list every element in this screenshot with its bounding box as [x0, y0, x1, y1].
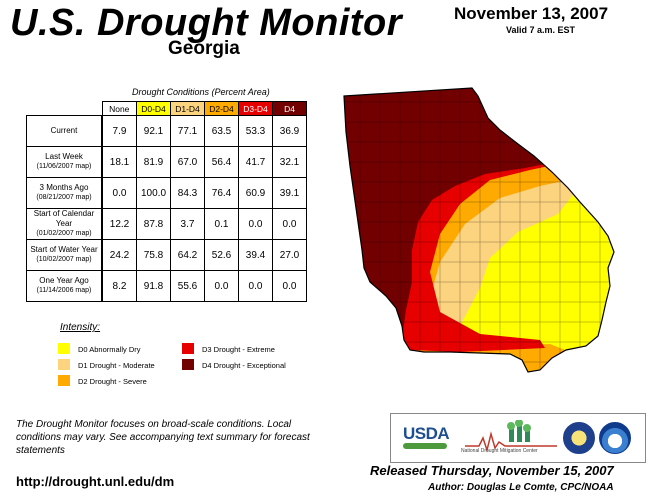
usda-logo-swoosh: [403, 443, 447, 449]
col-header-d2-d4: D2-D4: [204, 101, 239, 116]
table-cell: 75.8: [136, 239, 171, 271]
col-header-d3-d4: D3-D4: [238, 101, 273, 116]
table-cell: 36.9: [272, 115, 307, 147]
table-row: Current 7.9 92.1 77.1 63.5 53.3 36.9: [26, 115, 307, 147]
legend-label-d2: D2 Drought - Severe: [78, 377, 147, 386]
table-cell: 91.8: [136, 270, 171, 302]
table-cell: 0.0: [238, 208, 273, 240]
table-cell: 0.0: [238, 270, 273, 302]
table-cell: 7.9: [101, 115, 137, 147]
noaa-seal-icon: [599, 422, 631, 454]
table-row: 3 Months Ago (08/21/2007 map) 0.0 100.0 84.3…: [26, 177, 307, 209]
row-label-date: (01/02/2007 map): [36, 230, 92, 237]
legend-swatch-d0: [58, 343, 70, 354]
legend-swatch-d2: [58, 375, 70, 386]
drought-conditions-table: None D0-D4 D1-D4 D2-D4 D3-D4 D4 Current 7…: [26, 101, 307, 302]
legend-swatch-d4: [182, 359, 194, 370]
row-label: Start of Water Year (10/02/2007 map): [26, 239, 103, 271]
col-header-d4: D4: [272, 101, 307, 116]
table-cell: 55.6: [170, 270, 205, 302]
table-cell: 3.7: [170, 208, 205, 240]
col-header-d0-d4: D0-D4: [136, 101, 171, 116]
usda-logo: USDA: [403, 424, 450, 443]
row-label-date: (11/06/2007 map): [36, 163, 92, 170]
row-label-text: Start of Water Year: [30, 245, 98, 254]
legend-swatch-d3: [182, 343, 194, 354]
row-label-date: (08/21/2007 map): [36, 194, 92, 201]
table-row: Start of Calendar Year (01/02/2007 map) 12…: [26, 208, 307, 240]
state-outline: [343, 87, 615, 373]
row-label: One Year Ago (11/14/2006 map): [26, 270, 103, 302]
table-cell: 32.1: [272, 146, 307, 178]
legend-label-d4: D4 Drought - Exceptional: [202, 361, 286, 370]
disclaimer-note: The Drought Monitor focuses on broad-sca…: [16, 419, 310, 456]
row-label-date: (11/14/2006 map): [36, 287, 92, 294]
table-cell: 100.0: [136, 177, 171, 209]
table-cell: 87.8: [136, 208, 171, 240]
table-cell: 0.1: [204, 208, 239, 240]
table-cell: 24.2: [101, 239, 137, 271]
row-label-text: Last Week: [45, 152, 83, 161]
drought-url[interactable]: http://drought.unl.edu/dm: [16, 474, 175, 489]
table-cell: 8.2: [101, 270, 137, 302]
table-cell: 56.4: [204, 146, 239, 178]
row-label-text: Start of Calendar Year: [33, 209, 95, 228]
ndmc-logo-icon: [465, 420, 557, 453]
map-title: U.S. Drought Monitor: [10, 2, 403, 44]
table-row: Start of Water Year (10/02/2007 map) 24.2 7…: [26, 239, 307, 271]
row-label: Start of Calendar Year (01/02/2007 map): [26, 208, 103, 240]
table-cell: 63.5: [204, 115, 239, 147]
table-cell: 41.7: [238, 146, 273, 178]
table-cell: 39.1: [272, 177, 307, 209]
col-header-none: None: [101, 101, 137, 116]
row-label-text: 3 Months Ago: [39, 183, 89, 192]
release-date: Released Thursday, November 15, 2007: [370, 463, 614, 478]
table-row: Last Week (11/06/2007 map) 18.1 81.9 67.0 56.…: [26, 146, 307, 178]
table-cell: 84.3: [170, 177, 205, 209]
legend-title: Intensity:: [60, 322, 101, 333]
legend-label-d3: D3 Drought - Extreme: [202, 345, 275, 354]
legend-label-d1: D1 Drought - Moderate: [78, 361, 155, 370]
valid-time: Valid 7 a.m. EST: [506, 25, 576, 35]
table-cell: 0.0: [204, 270, 239, 302]
table-cell: 64.2: [170, 239, 205, 271]
table-corner: [27, 102, 103, 116]
table-cell: 18.1: [101, 146, 137, 178]
row-label-text: Current: [50, 126, 78, 135]
table-cell: 53.3: [238, 115, 273, 147]
table-cell: 81.9: [136, 146, 171, 178]
col-header-d1-d4: D1-D4: [170, 101, 205, 116]
table-cell: 39.4: [238, 239, 273, 271]
agency-logos: USDA National Drought Mitigation Center: [390, 413, 646, 463]
row-label-date: (10/02/2007 map): [36, 256, 92, 263]
row-label-text: One Year Ago: [39, 276, 89, 285]
legend-label-d0: D0 Abnormally Dry: [78, 345, 141, 354]
table-cell: 0.0: [101, 177, 137, 209]
row-label: Current: [26, 115, 103, 147]
map-date: November 13, 2007: [454, 4, 609, 23]
table-cell: 12.2: [101, 208, 137, 240]
table-caption: Drought Conditions (Percent Area): [132, 87, 270, 97]
table-cell: 92.1: [136, 115, 171, 147]
table-cell: 0.0: [272, 208, 307, 240]
table-cell: 0.0: [272, 270, 307, 302]
row-label: Last Week (11/06/2007 map): [26, 146, 103, 178]
author-credit: Author: Douglas Le Comte, CPC/NOAA: [428, 482, 614, 493]
georgia-drought-map: [343, 87, 615, 373]
commerce-seal-icon: [563, 422, 595, 454]
table-cell: 60.9: [238, 177, 273, 209]
table-cell: 67.0: [170, 146, 205, 178]
table-cell: 27.0: [272, 239, 307, 271]
table-cell: 77.1: [170, 115, 205, 147]
table-row: One Year Ago (11/14/2006 map) 8.2 91.8 55.6 0…: [26, 270, 307, 302]
table-cell: 52.6: [204, 239, 239, 271]
state-name: Georgia: [168, 38, 240, 59]
legend-swatch-d1: [58, 359, 70, 370]
table-cell: 76.4: [204, 177, 239, 209]
row-label: 3 Months Ago (08/21/2007 map): [26, 177, 103, 209]
ndmc-logo-text: National Drought Mitigation Center: [461, 448, 538, 454]
